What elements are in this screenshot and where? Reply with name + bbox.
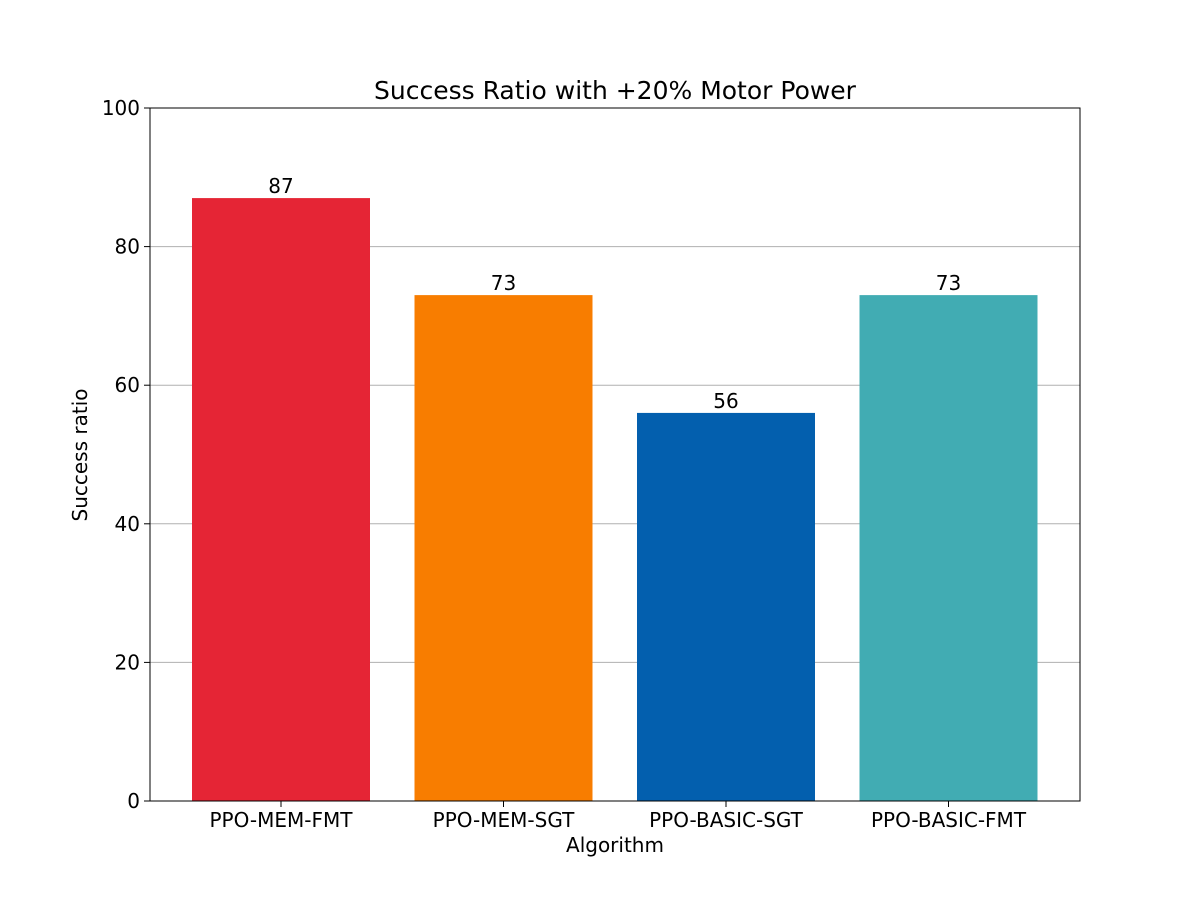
x-tick-label: PPO-MEM-SGT — [433, 808, 575, 832]
bar-value-label: 73 — [936, 271, 961, 295]
bar — [414, 295, 593, 801]
y-tick-label: 100 — [102, 96, 140, 120]
y-tick-label: 20 — [115, 650, 140, 674]
data-labels: 87 73 56 73 — [268, 174, 961, 413]
x-tick-label: PPO-BASIC-FMT — [871, 808, 1027, 832]
bar — [192, 198, 370, 802]
bar-value-label: 73 — [491, 271, 516, 295]
x-tick-label: PPO-MEM-FMT — [210, 808, 354, 832]
plot-frame — [149, 107, 1081, 802]
x-axis-ticks: PPO-MEM-FMT PPO-MEM-SGT PPO-BASIC-SGT PPO-B… — [210, 801, 1027, 832]
bar-value-label: 56 — [713, 389, 738, 413]
y-tick-label: 0 — [127, 789, 140, 813]
y-axis-ticks: 0 20 40 60 80 100 — [102, 96, 150, 813]
x-axis-label: Algorithm — [566, 833, 664, 857]
x-tick-label: PPO-BASIC-SGT — [649, 808, 804, 832]
y-tick-label: 60 — [115, 373, 140, 397]
chart-title: Success Ratio with +20% Motor Power — [374, 76, 857, 105]
bar — [859, 295, 1038, 801]
bars — [192, 198, 1038, 802]
y-axis-label: Success ratio — [68, 389, 92, 522]
y-tick-label: 40 — [115, 512, 140, 536]
bar-value-label: 87 — [268, 174, 293, 198]
y-tick-label: 80 — [115, 235, 140, 259]
bar — [637, 412, 815, 801]
